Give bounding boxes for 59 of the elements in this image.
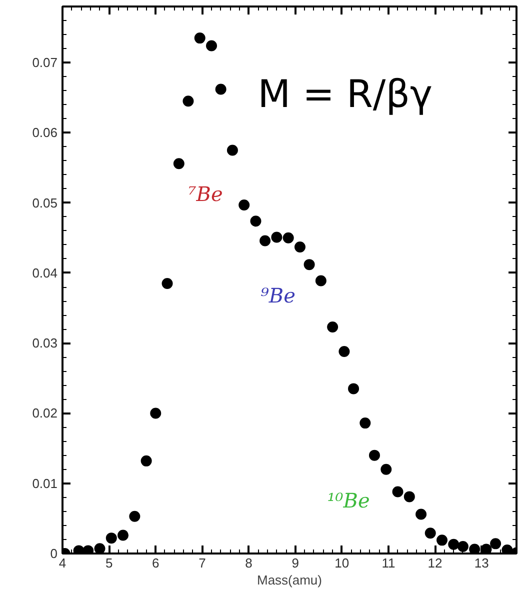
point: [368, 450, 380, 461]
x-tick-label: 5: [105, 556, 113, 570]
point: [118, 530, 129, 541]
point: [206, 40, 218, 52]
x-tick-label: 12: [428, 556, 442, 570]
point: [162, 278, 173, 289]
x-tick-label: 11: [382, 556, 396, 570]
point: [294, 242, 306, 253]
point: [173, 158, 184, 170]
point: [215, 84, 226, 95]
point: [315, 275, 326, 286]
y-tick-label: 0.06: [32, 125, 58, 140]
y-tick-label: 0: [50, 546, 58, 561]
point: [194, 32, 206, 44]
point: [304, 259, 315, 270]
point: [392, 486, 404, 498]
point: [416, 508, 427, 520]
point: [260, 235, 271, 246]
point: [182, 96, 194, 107]
point: [448, 538, 460, 550]
point: [338, 346, 350, 358]
point: [94, 543, 106, 554]
x-tick-label: 9: [292, 556, 299, 570]
y-tick-label: 0.07: [32, 55, 58, 70]
point: [271, 232, 282, 243]
point: [238, 199, 250, 210]
point: [457, 540, 468, 552]
point: [348, 383, 360, 394]
point: [150, 408, 162, 419]
y-tick-label: 0.03: [32, 336, 58, 351]
point: [469, 544, 480, 554]
point: [226, 144, 238, 156]
point: [282, 232, 294, 244]
x-tick-label: 10: [334, 556, 350, 570]
x-tick-label: 13: [474, 556, 489, 570]
x-tick-label: 6: [152, 556, 160, 570]
point: [490, 538, 502, 550]
y-tick-label: 0.02: [32, 406, 58, 421]
point: [380, 464, 392, 475]
x-tick-label: 8: [245, 556, 252, 570]
point: [404, 491, 415, 502]
annotation: ⁷Be: [188, 182, 223, 206]
point: [129, 510, 140, 522]
annotation: M = R/βγ: [258, 72, 432, 116]
annotation: ⁹Be: [260, 283, 296, 308]
x-tick-label: 4: [58, 556, 66, 570]
point: [140, 455, 152, 466]
annotation: ¹⁰Be: [327, 488, 370, 512]
y-tick-label: 0.01: [32, 476, 58, 491]
point: [106, 532, 117, 544]
y-tick-label: 0.04: [32, 265, 58, 280]
x-axis-title: Mass(amu): [256, 572, 322, 588]
x-tick-label: 7: [198, 556, 206, 570]
y-tick-label: 0.05: [32, 195, 58, 210]
point: [360, 418, 371, 429]
point: [424, 528, 436, 539]
point: [327, 321, 338, 332]
point: [436, 534, 448, 546]
point: [250, 216, 262, 227]
